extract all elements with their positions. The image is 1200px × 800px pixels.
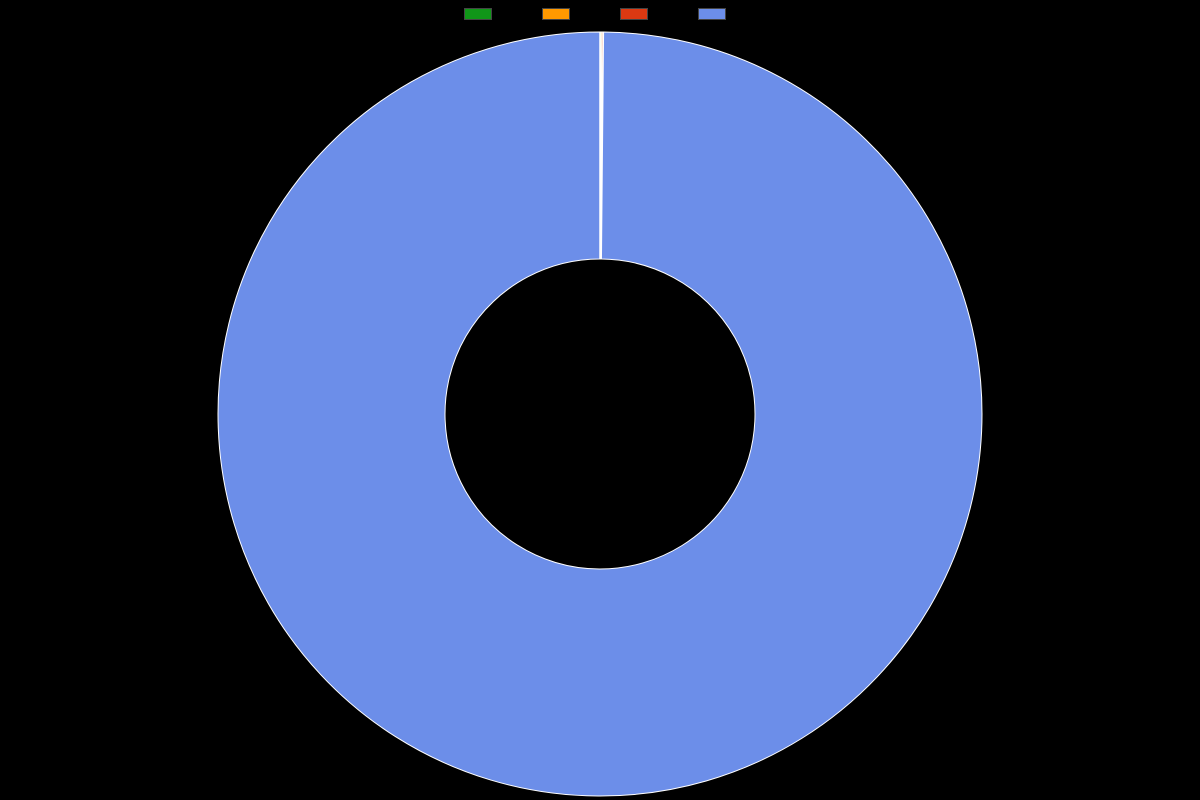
legend-item-1[interactable] (542, 8, 580, 20)
legend-item-3[interactable] (698, 8, 736, 20)
donut-chart-container (0, 28, 1200, 800)
legend-item-2[interactable] (620, 8, 658, 20)
legend-swatch-3 (698, 8, 726, 20)
legend-swatch-2 (620, 8, 648, 20)
chart-legend (464, 8, 736, 20)
legend-item-0[interactable] (464, 8, 502, 20)
legend-swatch-1 (542, 8, 570, 20)
donut-chart (0, 28, 1200, 800)
legend-swatch-0 (464, 8, 492, 20)
